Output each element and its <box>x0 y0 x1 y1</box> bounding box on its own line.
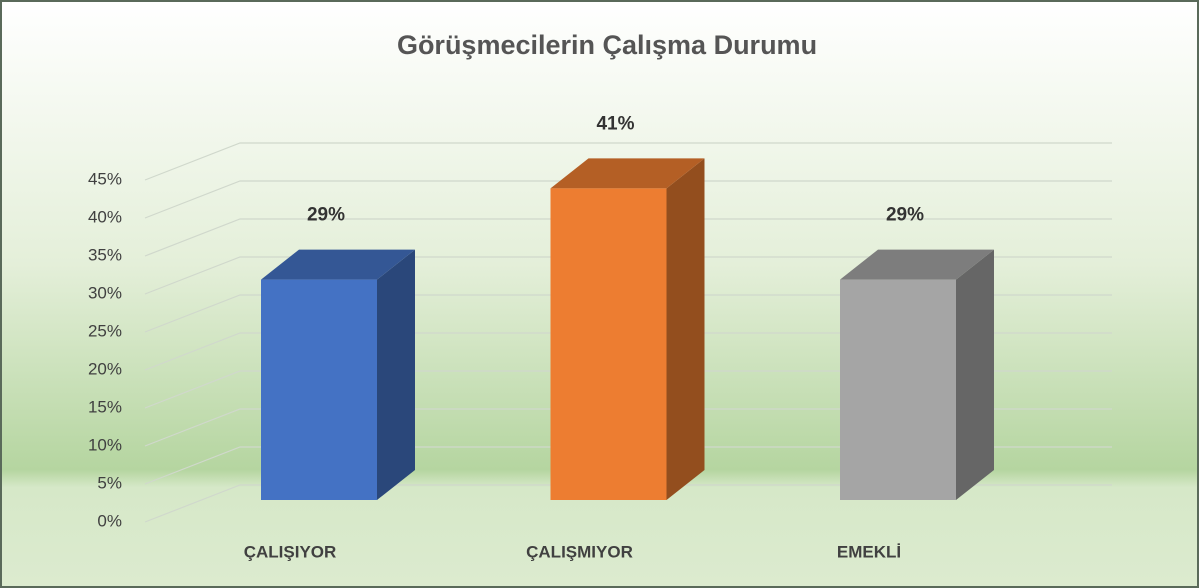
bar-top <box>261 249 415 280</box>
grid-line <box>144 180 1112 219</box>
y-tick-label: 10% <box>88 435 122 454</box>
x-tick-label: ÇALIŞIYOR <box>244 542 337 561</box>
y-tick-label: 45% <box>88 169 122 188</box>
bar <box>261 279 377 500</box>
bar-side <box>666 158 705 500</box>
grid-line <box>144 218 1112 257</box>
grid-line <box>144 370 1112 409</box>
bar-side <box>956 249 994 500</box>
x-tick-label: ÇALIŞMIYOR <box>526 542 633 561</box>
value-label: 29% <box>307 205 345 226</box>
bar-side <box>377 249 415 500</box>
grid-line <box>144 294 1112 333</box>
y-tick-label: 0% <box>97 511 122 530</box>
bar <box>550 188 667 500</box>
y-tick-label: 25% <box>88 321 122 340</box>
chart-title: Görüşmecilerin Çalışma Durumu <box>397 30 817 60</box>
y-tick-label: 40% <box>88 207 122 226</box>
bar <box>840 279 956 500</box>
x-tick-label: EMEKLİ <box>837 542 901 561</box>
y-tick-label: 15% <box>88 397 122 416</box>
grid-line <box>144 484 1112 523</box>
y-tick-label: 30% <box>88 283 122 302</box>
grid-line <box>144 256 1112 295</box>
grid-line <box>144 446 1112 485</box>
y-tick-label: 5% <box>97 473 122 492</box>
bar-top <box>840 249 994 280</box>
y-tick-label: 35% <box>88 245 122 264</box>
y-tick-label: 20% <box>88 359 122 378</box>
bar-top <box>550 158 705 189</box>
grid-line <box>144 332 1112 371</box>
grid-line <box>144 142 1112 181</box>
grid-line <box>144 408 1112 447</box>
value-label: 29% <box>886 205 924 226</box>
value-label: 41% <box>596 113 634 134</box>
